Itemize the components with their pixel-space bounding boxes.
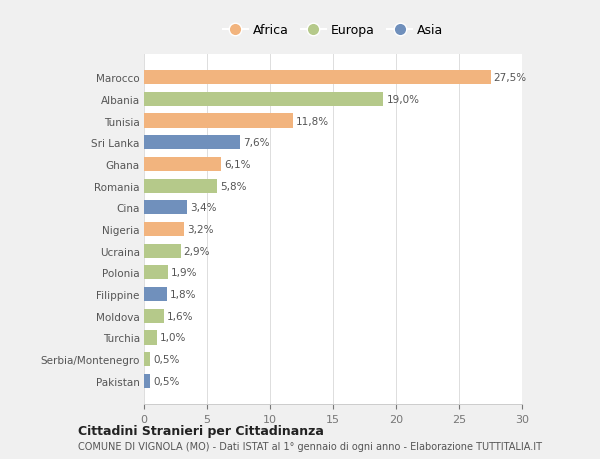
Text: 3,2%: 3,2%: [187, 224, 214, 235]
Bar: [144, 93, 383, 106]
Text: 1,9%: 1,9%: [171, 268, 197, 278]
Bar: [144, 309, 164, 323]
Text: 1,0%: 1,0%: [160, 333, 186, 343]
Bar: [144, 157, 221, 172]
Text: Cittadini Stranieri per Cittadinanza: Cittadini Stranieri per Cittadinanza: [78, 424, 324, 437]
Text: 3,4%: 3,4%: [190, 203, 217, 213]
Bar: [144, 201, 187, 215]
Text: 0,5%: 0,5%: [154, 376, 180, 386]
Bar: [144, 266, 168, 280]
Bar: [144, 244, 181, 258]
Text: 27,5%: 27,5%: [494, 73, 527, 83]
Bar: [144, 353, 151, 366]
Bar: [144, 374, 151, 388]
Text: 6,1%: 6,1%: [224, 160, 251, 169]
Bar: [144, 287, 167, 302]
Text: 2,9%: 2,9%: [184, 246, 210, 256]
Bar: [144, 71, 491, 85]
Text: 19,0%: 19,0%: [386, 95, 419, 105]
Text: 5,8%: 5,8%: [220, 181, 247, 191]
Text: 0,5%: 0,5%: [154, 354, 180, 364]
Text: COMUNE DI VIGNOLA (MO) - Dati ISTAT al 1° gennaio di ogni anno - Elaborazione TU: COMUNE DI VIGNOLA (MO) - Dati ISTAT al 1…: [78, 441, 542, 451]
Bar: [144, 114, 293, 129]
Legend: Africa, Europa, Asia: Africa, Europa, Asia: [218, 19, 449, 42]
Text: 1,8%: 1,8%: [170, 290, 196, 299]
Text: 7,6%: 7,6%: [243, 138, 269, 148]
Text: 11,8%: 11,8%: [296, 116, 329, 126]
Bar: [144, 223, 184, 236]
Bar: [144, 330, 157, 345]
Text: 1,6%: 1,6%: [167, 311, 194, 321]
Bar: [144, 136, 240, 150]
Bar: [144, 179, 217, 193]
